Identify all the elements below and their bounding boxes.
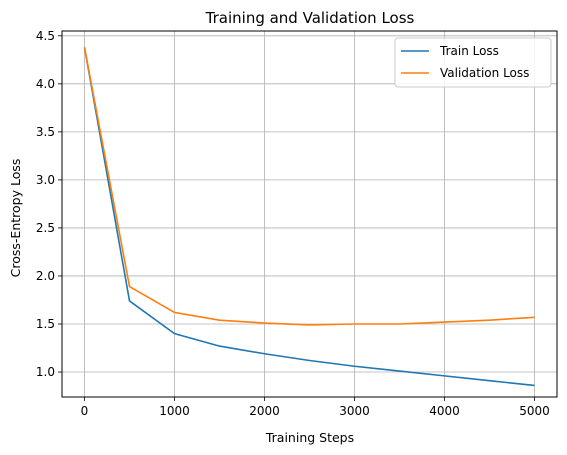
y-tick-label: 2.0: [36, 269, 55, 283]
y-tick-label: 4.0: [36, 77, 55, 91]
y-tick-label: 1.5: [36, 317, 55, 331]
series-line-0: [83, 47, 535, 387]
y-tick-label: 3.0: [36, 173, 55, 187]
y-tick-label: 3.5: [36, 125, 55, 139]
legend-box: [394, 37, 552, 88]
legend-label: Validation Loss: [440, 66, 529, 80]
x-tick-label: 4000: [429, 404, 460, 418]
series-lines: [83, 47, 535, 387]
y-tick-label: 1.0: [36, 365, 55, 379]
x-tick-label: 1000: [159, 404, 190, 418]
y-tick-label: 4.5: [36, 29, 55, 43]
x-tick-label: 0: [81, 404, 89, 418]
legend: Train Loss Validation Loss: [394, 37, 552, 88]
legend-label: Train Loss: [439, 44, 499, 58]
y-axis-label: Cross-Entropy Loss: [8, 159, 23, 278]
y-tick-label: 2.5: [36, 221, 55, 235]
y-ticks: 1.0 1.5 2.0 2.5 3.0 3.5 4.0 4.5: [36, 29, 62, 379]
x-tick-label: 3000: [339, 404, 370, 418]
x-tick-label: 2000: [249, 404, 280, 418]
x-axis-label: Training Steps: [265, 430, 354, 445]
plot-frame: [61, 30, 558, 398]
x-ticks: 0 1000 2000 3000 4000 5000: [81, 397, 550, 418]
series-line-1: [83, 47, 535, 326]
chart-title: Training and Validation Loss: [205, 9, 415, 27]
x-tick-label: 5000: [519, 404, 550, 418]
